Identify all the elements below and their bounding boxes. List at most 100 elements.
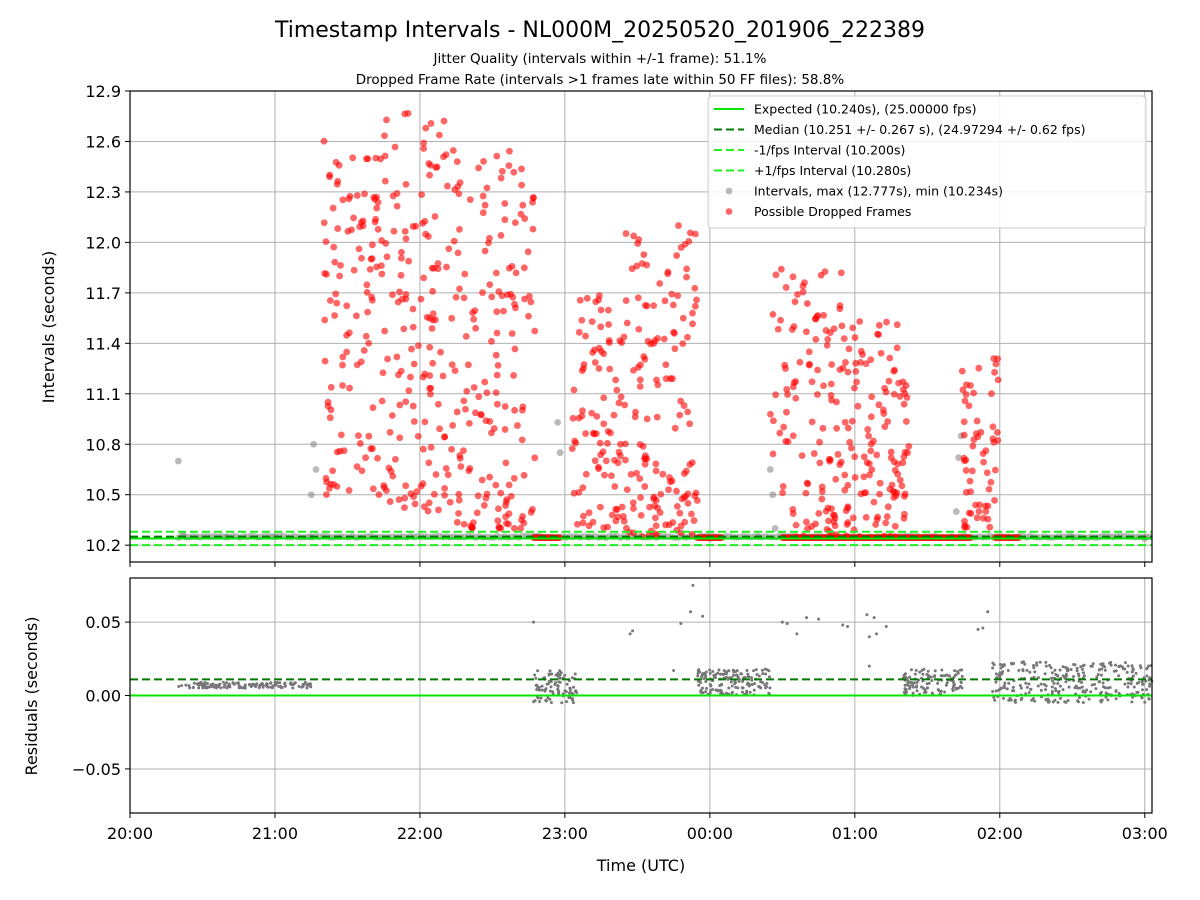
dropped-frame-point	[359, 217, 367, 225]
dropped-frame-point	[363, 281, 371, 289]
dropped-frame-point	[832, 475, 840, 483]
residual-point	[952, 683, 956, 687]
dropped-frame-point	[828, 361, 836, 368]
dropped-frame-point	[693, 497, 701, 504]
residual-point	[1131, 674, 1135, 678]
dropped-frame-point	[379, 369, 387, 377]
residual-point	[1061, 665, 1065, 669]
dropped-frame-point	[868, 466, 876, 474]
dropped-frame-point	[790, 379, 798, 387]
dropped-frame-point	[402, 291, 410, 298]
residual-point	[1056, 682, 1060, 686]
dropped-frame-point	[383, 253, 391, 261]
dropped-frame-point	[651, 337, 659, 345]
dropped-frame-point	[857, 490, 865, 498]
dropped-frame-point	[882, 519, 890, 527]
residual-point	[236, 681, 240, 685]
residual-point	[1104, 691, 1108, 695]
dropped-frame-point	[961, 397, 969, 405]
dropped-frame-point	[818, 495, 826, 503]
dropped-frame-point	[886, 485, 894, 493]
dropped-frame-point	[867, 447, 875, 455]
dropped-frame-point	[472, 409, 479, 417]
dropped-frame-point	[486, 417, 494, 425]
dropped-frame-point	[327, 480, 335, 488]
dropped-frame-point	[321, 357, 329, 365]
dropped-frame-point	[608, 472, 615, 480]
residual-point	[704, 690, 708, 694]
residual-point	[922, 667, 926, 671]
dropped-frame-point	[497, 524, 505, 532]
dropped-frame-point	[772, 271, 780, 279]
residual-point	[724, 672, 728, 676]
dropped-frame-point	[831, 511, 838, 519]
residual-point	[926, 673, 930, 677]
dropped-frame-point	[435, 506, 442, 514]
residual-point	[544, 698, 548, 702]
residual-point	[1108, 685, 1112, 689]
dropped-frame-point	[431, 213, 439, 220]
residual-point	[204, 685, 208, 689]
dropped-frame-point	[511, 219, 519, 227]
dropped-frame-point	[991, 496, 998, 504]
dropped-frame-point	[802, 489, 810, 497]
dropped-frame-point	[837, 269, 845, 277]
dropped-frame-point	[814, 391, 821, 398]
residual-point	[1147, 697, 1151, 701]
dropped-frame-point	[851, 453, 859, 461]
dropped-frame-point	[494, 361, 502, 369]
dropped-frame-point	[510, 475, 518, 482]
residual-point	[1075, 666, 1079, 670]
dropped-frame-point	[434, 260, 442, 267]
dropped-frame-point	[514, 422, 521, 429]
residual-point	[1008, 696, 1012, 700]
dropped-frame-point	[627, 470, 635, 478]
dropped-frame-point	[623, 319, 631, 327]
dropped-frame-point	[839, 364, 847, 372]
residual-point	[237, 686, 241, 690]
dropped-frame-point	[404, 109, 412, 117]
dropped-frame-point	[494, 517, 502, 525]
dropped-frame-point	[331, 312, 339, 319]
dropped-frame-point	[384, 355, 391, 363]
dropped-frame-point	[629, 499, 637, 507]
residual-point	[251, 683, 255, 687]
residual-point	[191, 685, 195, 689]
dropped-frame-point	[426, 372, 434, 379]
y-tick-label: 11.7	[85, 284, 121, 303]
residual-point	[548, 669, 552, 673]
residual-point	[308, 683, 312, 687]
dropped-frame-point	[983, 469, 991, 477]
dropped-frame-point	[483, 389, 491, 397]
residual-point	[1076, 699, 1080, 703]
dropped-frame-point	[442, 151, 450, 159]
dropped-frame-point	[450, 237, 458, 245]
residual-point	[976, 627, 980, 631]
residual-point	[708, 668, 712, 672]
dropped-frame-point	[460, 294, 468, 302]
residual-point	[201, 686, 205, 690]
residual-point	[255, 682, 259, 686]
dropped-frame-point	[975, 364, 983, 372]
dropped-frame-point	[960, 431, 968, 439]
dropped-frame-point	[531, 327, 539, 335]
dropped-frame-point	[427, 120, 435, 127]
residual-point	[571, 701, 575, 705]
dropped-frame-point	[833, 398, 840, 406]
dropped-frame-point	[673, 252, 681, 259]
residual-point	[556, 688, 560, 692]
dropped-frame-point	[844, 481, 852, 489]
dropped-frame-point	[623, 486, 631, 494]
dropped-frame-point	[783, 386, 791, 393]
residual-point	[1123, 682, 1127, 686]
dropped-frame-point	[602, 457, 610, 465]
dropped-frame-point	[570, 386, 578, 394]
residual-point	[731, 673, 735, 677]
dropped-frame-point	[834, 451, 842, 458]
dropped-frame-point	[903, 394, 911, 401]
dropped-frame-point	[460, 447, 467, 455]
residual-point	[1140, 688, 1144, 692]
residual-point	[697, 683, 701, 687]
residual-point	[180, 684, 184, 688]
residual-point	[1135, 681, 1139, 685]
